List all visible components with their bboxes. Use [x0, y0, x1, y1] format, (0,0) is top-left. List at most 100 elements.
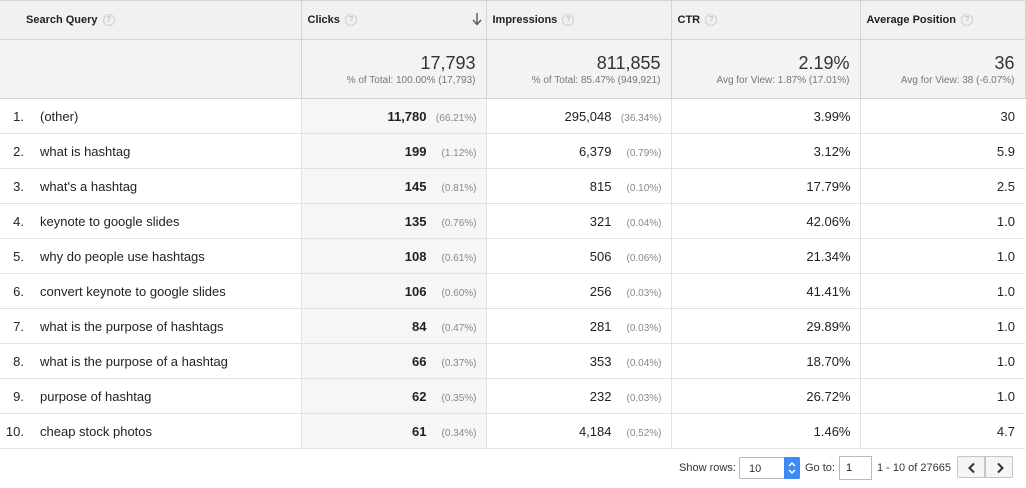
impressions-cell: 6,379 (0.79%) [486, 133, 672, 169]
table-row[interactable]: 4. keynote to google slides 135 (0.76%) 321 (… [0, 203, 1025, 239]
help-icon[interactable]: ? [705, 14, 718, 27]
totals-clicks: 17,793 % of Total: 100.00% (17,793) [300, 39, 487, 99]
clicks-value: 106 [404, 283, 427, 299]
row-rank: 2. [13, 143, 24, 159]
table-row[interactable]: 10. cheap stock photos 61 (0.34%) 4,184 (0.52… [0, 413, 1025, 449]
average-position-cell: 1.0 [860, 203, 1025, 239]
table-row[interactable]: 2. what is hashtag 199 (1.12%) 6,379 (0.79%) 3… [0, 133, 1025, 169]
column-header-label: Average Position [866, 13, 956, 26]
search-query-text[interactable]: what is the purpose of hashtags [40, 318, 224, 334]
clicks-cell: 11,780 (66.21%) [300, 98, 487, 134]
search-query-text[interactable]: cheap stock photos [40, 423, 153, 439]
ctr-cell: 17.79% [671, 168, 861, 204]
search-query-text[interactable]: what's a hashtag [40, 178, 138, 194]
ctr-value: 1.46% [813, 423, 851, 439]
clicks-value: 199 [404, 143, 427, 159]
column-header-ctr[interactable]: CTR? [670, 0, 861, 40]
row-rank: 4. [13, 213, 24, 229]
help-icon[interactable]: ? [562, 14, 575, 27]
search-query-cell: 5. why do people use hashtags [0, 238, 301, 274]
clicks-value: 62 [412, 388, 427, 404]
impressions-value: 295,048 [564, 108, 612, 124]
impressions-value: 321 [589, 213, 612, 229]
table-row[interactable]: 1. (other) 11,780 (66.21%) 295,048 (36.34%) 3.… [0, 98, 1025, 134]
table-row[interactable]: 6. convert keynote to google slides 106 (0.… [0, 273, 1025, 309]
impressions-value: 6,379 [578, 143, 612, 159]
clicks-percent: (0.34%) [441, 427, 477, 439]
average-position-cell: 1.0 [860, 238, 1025, 274]
search-query-cell: 9. purpose of hashtag [0, 378, 301, 414]
table-row[interactable]: 8. what is the purpose of a hashtag 66 (0.3… [0, 343, 1025, 379]
search-query-text[interactable]: what is the purpose of a hashtag [40, 353, 228, 369]
impressions-percent: (0.03%) [626, 322, 662, 334]
column-header-search-query[interactable]: Search Query? [0, 0, 302, 40]
clicks-percent: (0.81%) [441, 182, 477, 194]
impressions-cell: 815 (0.10%) [486, 168, 672, 204]
column-header-average-position[interactable]: Average Position? [859, 0, 1026, 40]
clicks-value: 145 [404, 178, 427, 194]
clicks-cell: 135 (0.76%) [300, 203, 487, 239]
table-header: Search Query? Clicks? Impressions? CTR? [0, 0, 1026, 99]
ctr-value: 29.89% [806, 318, 851, 334]
previous-page-button[interactable] [957, 456, 985, 478]
search-query-text[interactable]: what is hashtag [40, 143, 131, 159]
column-header-impressions[interactable]: Impressions? [485, 0, 672, 40]
show-rows-select[interactable]: 10 [739, 457, 800, 479]
table-row[interactable]: 9. purpose of hashtag 62 (0.35%) 232 (0.03%) 2… [0, 378, 1025, 414]
column-header-label: Clicks [307, 13, 340, 26]
clicks-percent: (0.60%) [441, 287, 477, 299]
up-down-spinner-icon[interactable] [784, 457, 800, 479]
clicks-cell: 108 (0.61%) [300, 238, 487, 274]
help-icon[interactable]: ? [344, 14, 357, 27]
pagination-bar: Show rows: 10 Go to: 1 - 10 of 27665 [0, 456, 1026, 480]
help-icon[interactable]: ? [102, 14, 115, 27]
row-rank: 10. [5, 423, 24, 439]
average-position-value: 30 [1000, 108, 1015, 124]
search-query-text[interactable]: convert keynote to google slides [40, 283, 226, 299]
impressions-percent: (0.04%) [626, 357, 662, 369]
average-position-value: 1.0 [996, 213, 1015, 229]
chevron-left-icon [968, 462, 975, 474]
clicks-cell: 84 (0.47%) [300, 308, 487, 344]
ctr-value: 21.34% [806, 248, 851, 264]
clicks-cell: 199 (1.12%) [300, 133, 487, 169]
impressions-value: 815 [589, 178, 612, 194]
search-query-cell: 10. cheap stock photos [0, 413, 301, 449]
ctr-value: 42.06% [806, 213, 851, 229]
table-row[interactable]: 5. why do people use hashtags 108 (0.61%) 50… [0, 238, 1025, 274]
search-query-text[interactable]: why do people use hashtags [40, 248, 205, 264]
table-row[interactable]: 7. what is the purpose of hashtags 84 (0.47… [0, 308, 1025, 344]
impressions-cell: 281 (0.03%) [486, 308, 672, 344]
search-query-text[interactable]: purpose of hashtag [40, 388, 152, 404]
impressions-percent: (0.04%) [626, 217, 662, 229]
average-position-cell: 1.0 [860, 343, 1025, 379]
total-value: 17,793 [420, 53, 476, 73]
search-query-text[interactable]: keynote to google slides [40, 213, 180, 229]
column-header-clicks[interactable]: Clicks? [300, 0, 487, 40]
impressions-percent: (0.03%) [626, 287, 662, 299]
clicks-value: 61 [412, 423, 427, 439]
average-position-cell: 1.0 [860, 378, 1025, 414]
row-rank: 5. [13, 248, 24, 264]
total-subtext: Avg for View: 38 (-6.07%) [900, 75, 1015, 86]
impressions-cell: 321 (0.04%) [486, 203, 672, 239]
ctr-cell: 3.12% [671, 133, 861, 169]
ctr-cell: 26.72% [671, 378, 861, 414]
row-rank: 1. [13, 108, 24, 124]
search-query-text[interactable]: (other) [40, 108, 79, 124]
arrow-down-icon[interactable] [471, 12, 483, 26]
total-subtext: Avg for View: 1.87% (17.01%) [716, 75, 850, 86]
table-row[interactable]: 3. what's a hashtag 145 (0.81%) 815 (0.10%) 17… [0, 168, 1025, 204]
column-header-label: CTR [677, 13, 701, 26]
help-icon[interactable]: ? [960, 14, 973, 27]
row-rank: 3. [13, 178, 24, 194]
impressions-percent: (0.06%) [626, 252, 662, 264]
impressions-value: 506 [589, 248, 612, 264]
search-query-cell: 1. (other) [0, 98, 301, 134]
impressions-cell: 256 (0.03%) [486, 273, 672, 309]
clicks-cell: 106 (0.60%) [300, 273, 487, 309]
totals-label-cell [0, 39, 302, 99]
go-to-page-input[interactable] [839, 456, 872, 480]
next-page-button[interactable] [985, 456, 1013, 478]
